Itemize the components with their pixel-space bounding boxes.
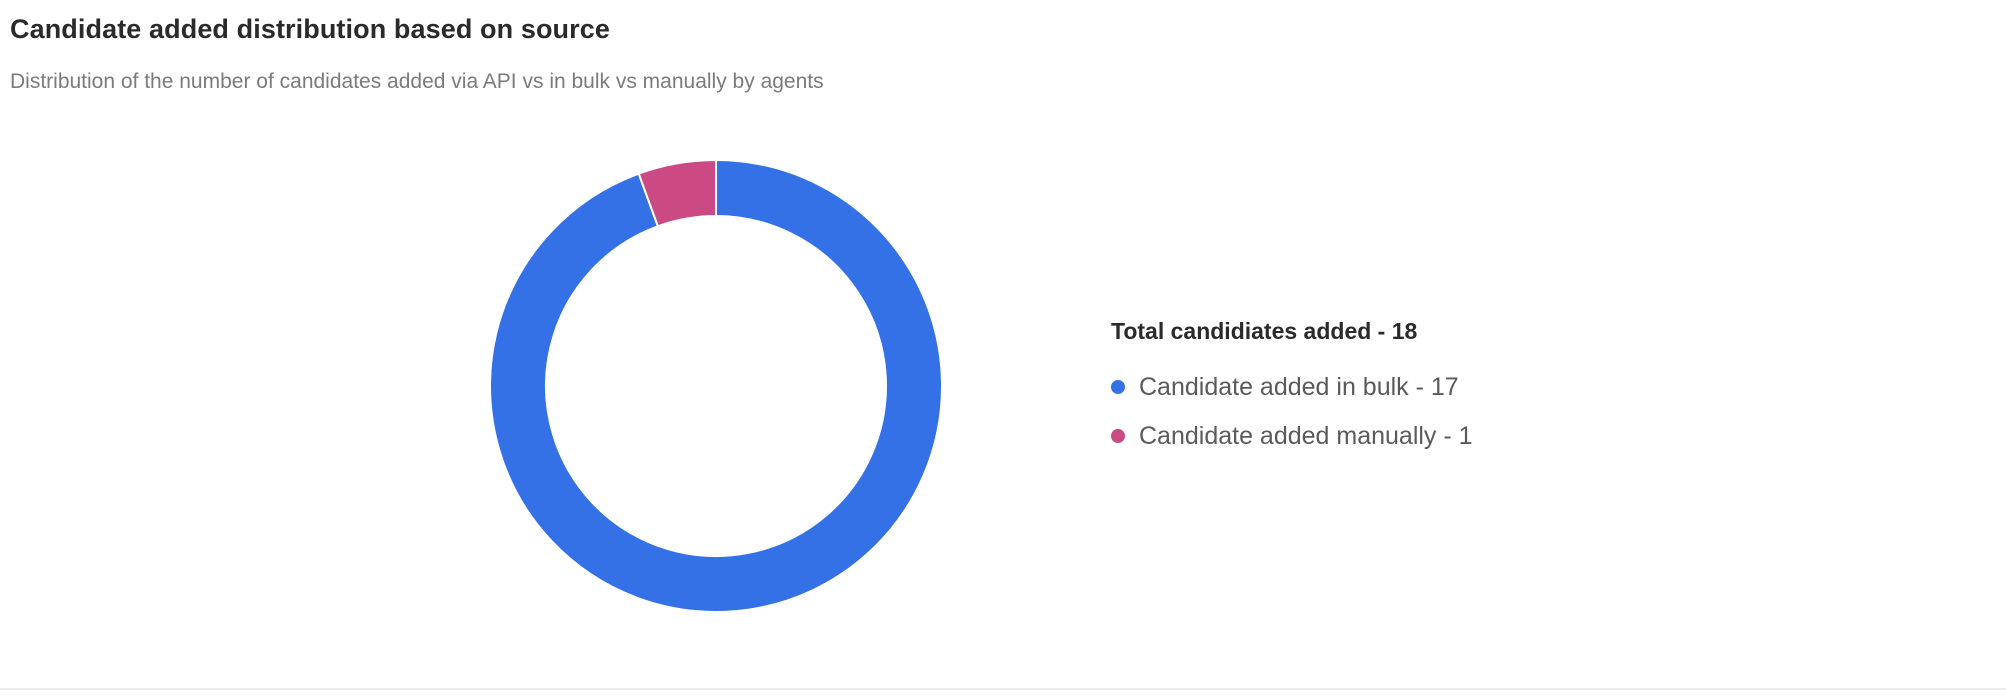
legend-label-bulk: Candidate added in bulk - 17	[1139, 372, 1459, 401]
chart-title: Candidate added distribution based on so…	[10, 14, 610, 44]
donut-chart	[490, 160, 942, 612]
donut-chart-svg	[490, 160, 942, 612]
legend-total: Total candidiates added - 18	[1111, 318, 1418, 344]
legend-dot-manual	[1111, 429, 1125, 443]
legend-label-manual: Candidate added manually - 1	[1139, 421, 1473, 450]
legend-item-manual: Candidate added manually - 1	[1111, 420, 1631, 452]
legend-dot-bulk	[1111, 380, 1125, 394]
donut-slice-bulk[interactable]	[490, 160, 942, 612]
legend-item-bulk: Candidate added in bulk - 17	[1111, 371, 1631, 403]
chart-subtitle: Distribution of the number of candidates…	[10, 70, 824, 93]
chart-legend: Total candidiates added - 18 Candidate a…	[1111, 318, 1631, 469]
donut-slice-manual[interactable]	[637, 160, 717, 228]
